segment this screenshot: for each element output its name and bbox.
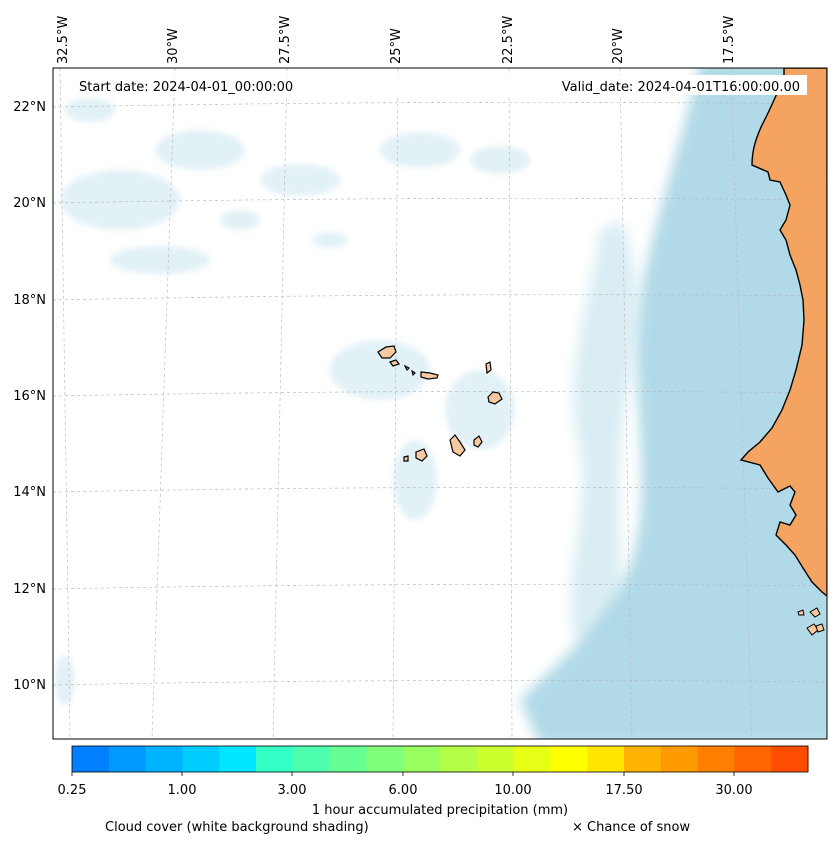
colorbar-bin [476, 746, 515, 772]
cape-verde-islands [377, 345, 503, 462]
valid-date-text: Valid_date: 2024-04-01T16:00:00.00 [562, 80, 800, 95]
lon-label-20w: 20°W [611, 28, 626, 64]
colorbar-bin [108, 746, 147, 772]
lat-label-10n: 10°N [13, 678, 46, 693]
date-info-box [72, 75, 807, 95]
lon-label-22-5w: 22.5°W [501, 16, 516, 64]
bissagos-islands [797, 607, 825, 636]
colorbar-bin [366, 746, 404, 772]
colorbar-bin [440, 746, 478, 772]
snow-chance-note: × Chance of snow [572, 820, 690, 835]
lon-label-25w: 25°W [389, 28, 404, 64]
colorbar-bin [182, 746, 220, 772]
colorbar-ticks [71, 772, 735, 776]
colorbar-tick-30-00: 30.00 [715, 783, 752, 798]
colorbar-tick-1-00: 1.00 [168, 783, 197, 798]
lat-label-12n: 12°N [13, 582, 46, 597]
colorbar-bin [329, 746, 367, 772]
colorbar-bin [256, 746, 294, 772]
lat-label-14n: 14°N [13, 485, 46, 500]
colorbar-bin [403, 746, 441, 772]
lat-label-22n: 22°N [13, 100, 46, 115]
colorbar-bin [660, 746, 699, 772]
map-panel [53, 68, 827, 739]
cloud-cover-note: Cloud cover (white background shading) [105, 820, 369, 835]
lat-label-20n: 20°N [13, 196, 46, 211]
colorbar-tick-10-00: 10.00 [494, 783, 531, 798]
colorbar-bin [587, 746, 625, 772]
colorbar [72, 746, 809, 772]
colorbar-bin [624, 746, 662, 772]
colorbar-tick-0-25: 0.25 [58, 783, 87, 798]
lon-label-32-5w: 32.5°W [56, 16, 71, 64]
colorbar-bin [771, 746, 809, 772]
colorbar-label: 1 hour accumulated precipitation (mm) [312, 803, 568, 818]
colorbar-bin [697, 746, 735, 772]
lat-label-16n: 16°N [13, 389, 46, 404]
colorbar-bin [145, 746, 183, 772]
start-date-text: Start date: 2024-04-01_00:00:00 [79, 80, 293, 95]
lon-label-30w: 30°W [166, 28, 181, 64]
colorbar-bin [734, 746, 772, 772]
lat-label-18n: 18°N [13, 293, 46, 308]
colorbar-bin [292, 746, 331, 772]
colorbar-bin [513, 746, 551, 772]
map-frame [52, 67, 828, 740]
colorbar-bin [72, 746, 110, 772]
colorbar-tick-17-50: 17.50 [605, 783, 642, 798]
lon-label-27-5w: 27.5°W [278, 16, 293, 64]
africa-mainland [739, 68, 827, 597]
colorbar-bin [219, 746, 257, 772]
lon-label-17-5w: 17.5°W [722, 16, 737, 64]
colorbar-frame [71, 745, 809, 773]
graticule-grid [53, 68, 827, 739]
colorbar-tick-6-00: 6.00 [389, 783, 418, 798]
colorbar-bin [550, 746, 588, 772]
colorbar-tick-3-00: 3.00 [278, 783, 307, 798]
cloud-cover-shading [55, 68, 827, 739]
